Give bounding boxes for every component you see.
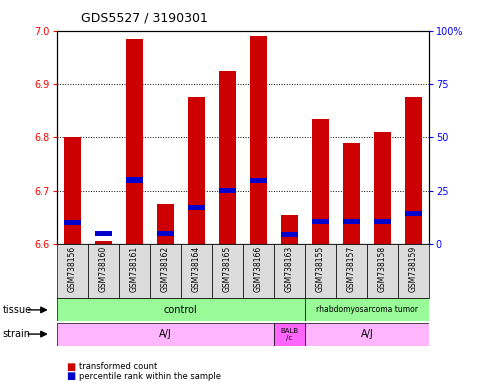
Text: ■: ■ [67, 362, 76, 372]
Bar [398, 244, 429, 298]
Bar [343, 142, 360, 244]
Bar [126, 177, 143, 182]
Bar [243, 244, 274, 298]
Bar [250, 178, 267, 183]
Bar [274, 244, 305, 298]
Bar [336, 244, 367, 298]
Bar [157, 231, 174, 237]
Bar [305, 323, 429, 346]
Text: GDS5527 / 3190301: GDS5527 / 3190301 [81, 12, 208, 25]
Bar [219, 188, 236, 193]
Text: GSM738155: GSM738155 [316, 245, 325, 292]
Bar [95, 231, 112, 237]
Bar [250, 36, 267, 244]
Text: GSM738158: GSM738158 [378, 245, 387, 291]
Bar [305, 298, 429, 321]
Bar [367, 244, 398, 298]
Text: GSM738164: GSM738164 [192, 245, 201, 292]
Bar [64, 220, 81, 225]
Bar [57, 244, 88, 298]
Bar [405, 97, 422, 244]
Bar [281, 215, 298, 244]
Bar [64, 137, 81, 244]
Text: tissue: tissue [2, 305, 32, 315]
Text: ■: ■ [67, 371, 76, 381]
Bar [157, 204, 174, 244]
Bar [188, 97, 205, 244]
Bar [405, 211, 422, 216]
Text: rhabdomyosarcoma tumor: rhabdomyosarcoma tumor [316, 305, 418, 314]
Bar [95, 241, 112, 244]
Text: A/J: A/J [360, 329, 373, 339]
Bar [219, 71, 236, 244]
Bar [57, 298, 305, 321]
Bar [181, 244, 212, 298]
Bar [312, 119, 329, 244]
Text: GSM738160: GSM738160 [99, 245, 108, 292]
Bar [343, 219, 360, 224]
Bar [88, 244, 119, 298]
Bar [57, 323, 274, 346]
Bar [119, 244, 150, 298]
Bar [126, 39, 143, 244]
Text: GSM738163: GSM738163 [285, 245, 294, 292]
Text: GSM738166: GSM738166 [254, 245, 263, 292]
Bar [150, 244, 181, 298]
Bar [281, 232, 298, 237]
Bar [374, 219, 391, 224]
Bar [374, 132, 391, 244]
Text: GSM738157: GSM738157 [347, 245, 356, 292]
Text: strain: strain [2, 329, 31, 339]
Text: GSM738156: GSM738156 [68, 245, 77, 292]
Text: A/J: A/J [159, 329, 172, 339]
Bar [188, 205, 205, 210]
Text: percentile rank within the sample: percentile rank within the sample [79, 372, 221, 381]
Bar [312, 219, 329, 224]
Text: BALB
/c: BALB /c [280, 328, 298, 341]
Bar [212, 244, 243, 298]
Bar [305, 244, 336, 298]
Text: GSM738161: GSM738161 [130, 245, 139, 291]
Text: control: control [164, 305, 198, 315]
Text: GSM738162: GSM738162 [161, 245, 170, 291]
Bar [274, 323, 305, 346]
Text: GSM738159: GSM738159 [409, 245, 418, 292]
Text: GSM738165: GSM738165 [223, 245, 232, 292]
Text: transformed count: transformed count [79, 362, 157, 371]
